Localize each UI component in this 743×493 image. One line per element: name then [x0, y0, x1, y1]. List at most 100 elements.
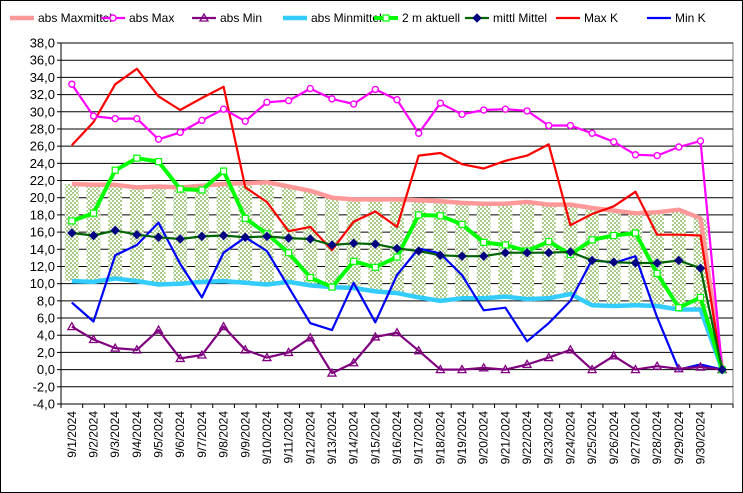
series-line	[71, 325, 723, 375]
x-tick-label: 9/27/2024	[628, 411, 642, 465]
data-point	[175, 234, 185, 244]
y-tick-label: 12,0	[30, 259, 55, 274]
data-point	[219, 105, 228, 113]
data-point	[326, 367, 338, 377]
data-point	[393, 253, 401, 261]
data-point	[88, 334, 99, 344]
data-point	[565, 344, 576, 354]
data-point	[523, 107, 531, 115]
y-tick-label: 28,0	[30, 121, 55, 136]
data-point	[631, 151, 640, 159]
data-point	[133, 154, 141, 162]
data-point	[218, 230, 229, 241]
y-tick-label: 24,0	[30, 156, 55, 171]
data-point	[457, 251, 467, 261]
y-tick-label: 18,0	[30, 207, 55, 222]
data-point	[153, 232, 164, 242]
y-tick-label: 38,0	[30, 36, 55, 51]
data-point	[435, 250, 446, 261]
data-point	[696, 137, 705, 145]
data-point	[522, 248, 532, 258]
y-tick-label: 6,0	[37, 311, 55, 326]
data-point	[350, 257, 358, 265]
x-tick-label: 9/12/2024	[303, 411, 317, 465]
series-line	[71, 276, 725, 371]
data-point	[675, 143, 683, 151]
data-point	[218, 321, 229, 331]
data-point	[305, 234, 315, 244]
data-point	[413, 345, 424, 355]
data-point	[500, 364, 511, 374]
data-point	[696, 293, 705, 302]
legend-label: Max K	[584, 11, 618, 25]
range-band-bar	[476, 203, 491, 299]
data-point	[521, 359, 533, 369]
data-point	[458, 220, 466, 228]
series-max-k	[70, 67, 724, 370]
data-point	[653, 269, 661, 277]
legend-item: Max K	[556, 11, 618, 25]
series-mittl-mittel	[67, 225, 727, 375]
data-point	[435, 364, 446, 374]
data-point	[608, 350, 619, 360]
data-point	[66, 321, 77, 331]
legend-label: abs Minmittel	[311, 11, 382, 25]
data-point	[68, 80, 76, 88]
y-tick-label: 4,0	[37, 328, 55, 343]
data-point	[263, 98, 271, 107]
data-point	[240, 344, 251, 354]
data-point	[328, 283, 336, 291]
x-tick-label: 9/10/2024	[260, 411, 274, 465]
y-tick-label: 30,0	[30, 104, 55, 119]
data-point	[653, 151, 661, 160]
data-point	[609, 257, 619, 267]
data-point	[478, 362, 489, 372]
data-point	[154, 158, 163, 166]
data-point	[588, 236, 596, 244]
data-point	[458, 110, 466, 119]
y-tick-label: 0,0	[37, 362, 55, 377]
x-tick-label: 9/28/2024	[650, 411, 664, 465]
legend-item: abs Maxmittel	[10, 11, 112, 25]
data-point	[545, 121, 553, 130]
data-point	[370, 239, 381, 249]
data-point	[652, 360, 663, 370]
data-point	[198, 116, 206, 125]
data-point	[501, 241, 509, 249]
y-tick-label: 14,0	[30, 242, 55, 257]
data-point	[68, 217, 76, 225]
x-tick-label: 9/5/2024	[152, 411, 166, 458]
legend-item: Min K	[647, 11, 706, 25]
data-point	[285, 249, 293, 257]
legend-item: 2 m aktuell	[374, 11, 460, 25]
legend-label: abs Maxmittel	[38, 11, 112, 25]
x-tick-label: 9/22/2024	[520, 411, 534, 465]
y-tick-label: 26,0	[30, 139, 55, 154]
y-tick-label: 36,0	[30, 53, 55, 68]
legend-label: mittl Mittel	[493, 11, 547, 25]
data-point	[480, 106, 488, 114]
data-point	[588, 129, 596, 137]
data-point	[176, 128, 184, 137]
data-point	[306, 274, 314, 282]
data-point	[240, 232, 250, 242]
axes: -4,0 -2,0 0,0 2,0 4,0 6,0 8,0 10,0 12,0 14,0 16,0 1…	[30, 36, 734, 465]
x-tick-label: 9/24/2024	[563, 411, 577, 465]
data-point	[176, 185, 184, 193]
data-point	[198, 12, 210, 22]
data-point	[133, 114, 141, 123]
data-point	[219, 167, 228, 175]
x-tick-label: 9/6/2024	[173, 411, 187, 458]
data-point	[472, 13, 482, 23]
y-tick-label: 22,0	[30, 173, 55, 188]
data-point	[652, 258, 662, 268]
data-point	[456, 364, 468, 374]
data-point	[413, 246, 424, 256]
data-point	[262, 231, 272, 242]
data-point	[543, 352, 554, 362]
x-tick-label: 9/29/2024	[672, 411, 686, 465]
y-tick-label: -2,0	[33, 379, 55, 394]
series-abs-min	[66, 321, 728, 377]
data-point	[565, 247, 576, 257]
